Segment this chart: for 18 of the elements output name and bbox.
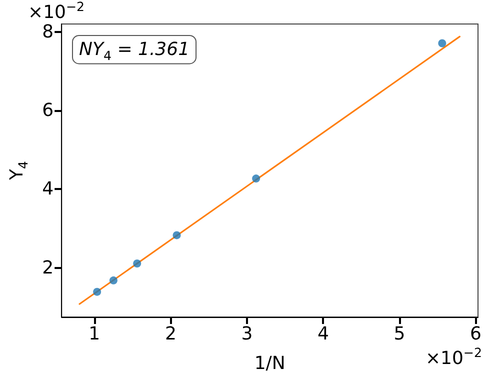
x-tick-label: 1: [88, 324, 100, 344]
y-tick-label: 2: [42, 257, 54, 278]
point: [109, 276, 118, 284]
x-tick-label: 3: [241, 324, 253, 344]
y-tick-label: 6: [42, 100, 54, 122]
y-tick-label: 4: [42, 178, 54, 200]
x-tick-label: 5: [394, 324, 406, 344]
x-tick-label: 2: [164, 324, 176, 344]
x-axis-title: 1/N: [254, 353, 286, 374]
y-tick-label: 8: [42, 21, 54, 42]
point: [172, 231, 181, 240]
x-tick-label: 6: [470, 324, 482, 344]
point: [252, 174, 260, 183]
point: [133, 260, 142, 268]
point: [93, 288, 102, 296]
x-tick-label: 4: [317, 324, 329, 344]
y-axis-title: Y4: [6, 160, 31, 182]
point: [438, 39, 446, 48]
